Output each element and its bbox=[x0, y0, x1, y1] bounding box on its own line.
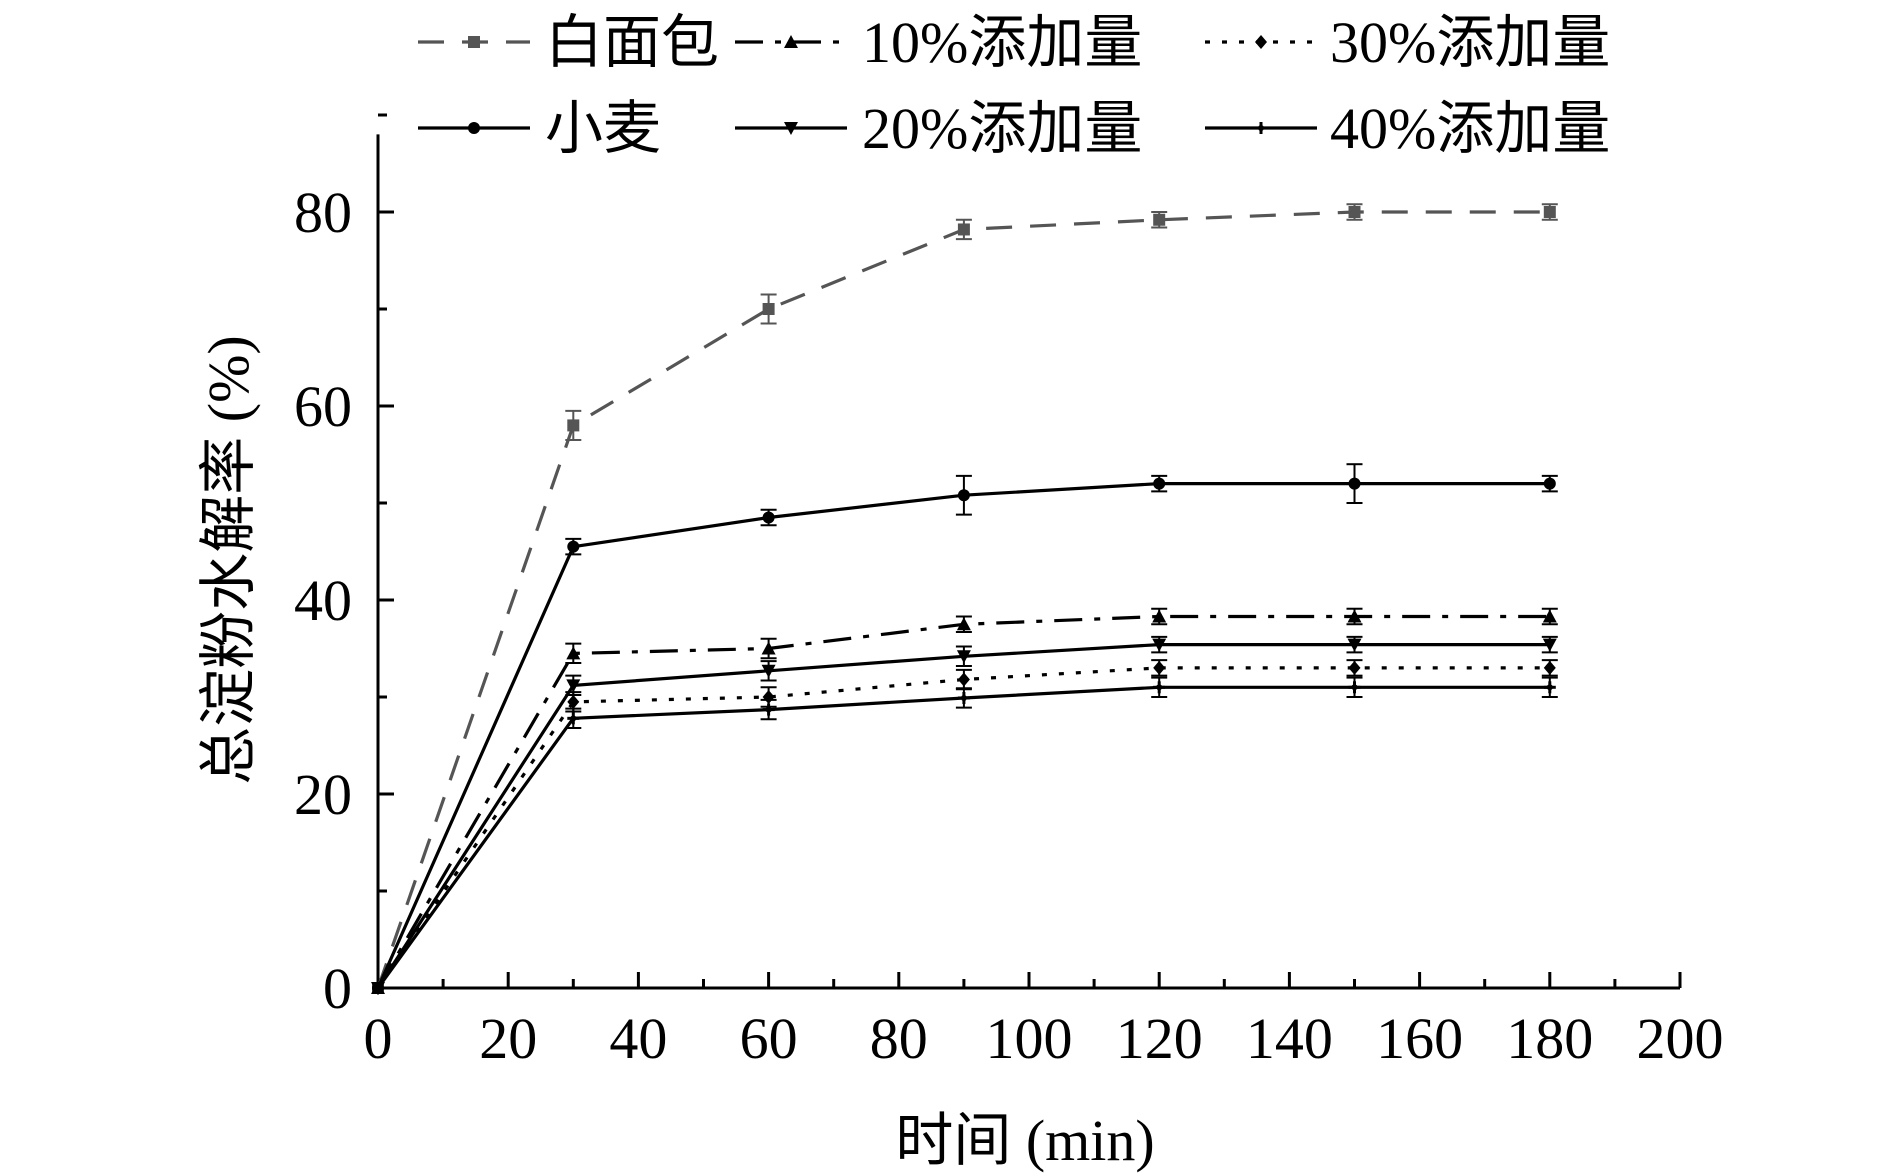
series-point bbox=[1348, 660, 1361, 675]
series-point bbox=[468, 122, 480, 134]
series-point bbox=[468, 36, 480, 48]
series-point bbox=[567, 540, 580, 553]
x-tick-label: 160 bbox=[1376, 1006, 1463, 1071]
legend-item: 30%添加量 bbox=[1205, 10, 1610, 75]
legend-item: 小麦 bbox=[418, 96, 661, 161]
series-point bbox=[1152, 609, 1167, 623]
series-point bbox=[784, 122, 798, 135]
series-point bbox=[957, 672, 970, 687]
series-point bbox=[1542, 638, 1557, 652]
y-tick-label: 60 bbox=[294, 374, 352, 439]
series-point bbox=[372, 982, 384, 994]
x-tick-label: 120 bbox=[1116, 1006, 1203, 1071]
series-point bbox=[762, 303, 775, 315]
legend-label: 30%添加量 bbox=[1330, 10, 1610, 75]
series-point bbox=[1347, 609, 1362, 623]
series-point bbox=[1153, 213, 1166, 226]
series-point bbox=[566, 646, 581, 660]
series-point bbox=[1543, 660, 1556, 675]
legend-item: 40%添加量 bbox=[1205, 96, 1610, 161]
series-1 bbox=[372, 203, 1558, 994]
x-axis-title: 时间 (min) bbox=[895, 1108, 1154, 1173]
series-point bbox=[762, 703, 775, 716]
series-point bbox=[761, 664, 776, 678]
series-layer bbox=[371, 203, 1558, 995]
series-point bbox=[1543, 477, 1556, 490]
series-point bbox=[1153, 660, 1166, 675]
series-line bbox=[376, 210, 1550, 989]
y-tick-label: 20 bbox=[294, 762, 352, 827]
series-point bbox=[1542, 609, 1557, 623]
series-point bbox=[957, 223, 970, 236]
series-point bbox=[956, 617, 971, 631]
series-point bbox=[761, 641, 776, 655]
y-tick-label: 0 bbox=[323, 956, 352, 1021]
series-2 bbox=[372, 463, 1558, 994]
series-point bbox=[1347, 638, 1362, 652]
series-point bbox=[1348, 206, 1361, 218]
series-point bbox=[1255, 122, 1267, 134]
y-tick-label: 40 bbox=[294, 568, 352, 633]
x-tick-label: 60 bbox=[740, 1006, 798, 1071]
series-point bbox=[784, 35, 798, 48]
series-5 bbox=[372, 659, 1558, 995]
legend-label: 白面包 bbox=[545, 10, 719, 75]
series-point bbox=[1255, 35, 1267, 49]
series-point bbox=[1152, 638, 1167, 652]
legend-item: 20%添加量 bbox=[735, 96, 1142, 161]
series-point bbox=[566, 679, 581, 693]
legend-item: 10%添加量 bbox=[735, 10, 1142, 75]
x-tick-label: 20 bbox=[479, 1006, 537, 1071]
legend-label: 40%添加量 bbox=[1330, 96, 1610, 161]
x-tick-label: 180 bbox=[1506, 1006, 1593, 1071]
y-tick-label: 80 bbox=[294, 180, 352, 245]
series-point bbox=[567, 419, 580, 432]
series-point bbox=[1153, 681, 1166, 694]
series-point bbox=[1348, 477, 1361, 490]
axes: 0 20 40 60 80 100 120 140 160 180 200 0 20 40 60 80 bbox=[294, 113, 1724, 1071]
series-point bbox=[1153, 477, 1166, 490]
x-tick-label: 40 bbox=[609, 1006, 667, 1071]
series-point bbox=[567, 712, 580, 725]
series-point bbox=[957, 691, 970, 704]
x-tick-label: 100 bbox=[986, 1006, 1073, 1071]
series-4 bbox=[371, 635, 1558, 995]
series-point bbox=[956, 650, 971, 664]
series-6 bbox=[372, 676, 1558, 994]
legend-label: 20%添加量 bbox=[862, 96, 1142, 161]
x-tick-label: 0 bbox=[364, 1006, 393, 1071]
series-point bbox=[762, 511, 775, 524]
series-point bbox=[1543, 206, 1556, 218]
series-point bbox=[957, 489, 970, 502]
series-line bbox=[376, 482, 1550, 989]
x-tick-label: 140 bbox=[1246, 1006, 1333, 1071]
y-axis-title: 总淀粉水解率 (%) bbox=[196, 335, 261, 784]
series-point bbox=[1348, 681, 1361, 694]
x-tick-label: 80 bbox=[870, 1006, 928, 1071]
series-point bbox=[567, 694, 580, 709]
series-point bbox=[1543, 681, 1556, 694]
legend-label: 10%添加量 bbox=[862, 10, 1142, 75]
x-tick-label: 200 bbox=[1637, 1006, 1724, 1071]
legend-item: 白面包 bbox=[418, 10, 719, 75]
legend-label: 小麦 bbox=[545, 96, 661, 161]
